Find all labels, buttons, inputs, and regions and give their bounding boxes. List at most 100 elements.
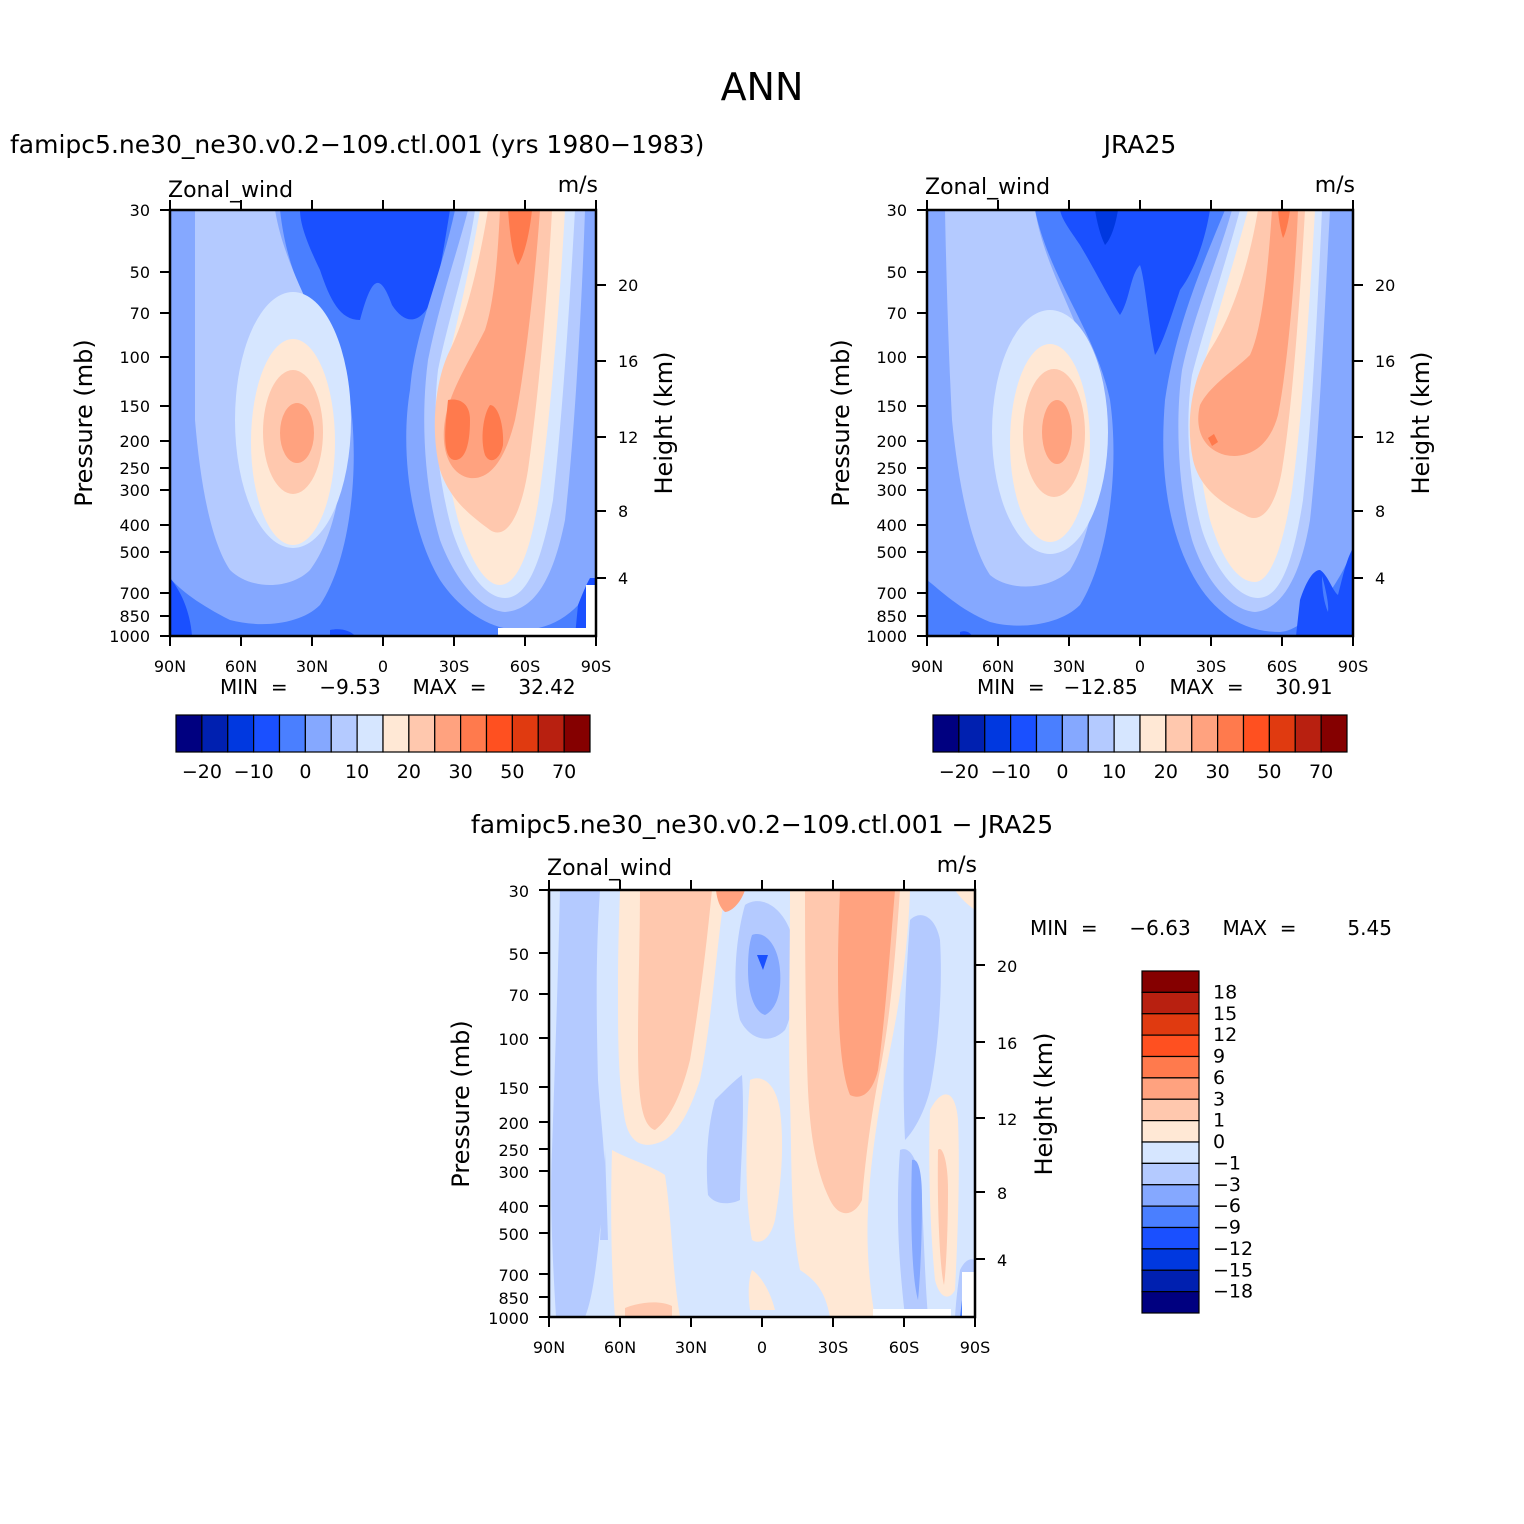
colorbar-label: 15 — [1213, 1003, 1237, 1025]
pressure-tick: 70 — [509, 986, 529, 1005]
colorbar-label: 10 — [1102, 761, 1126, 783]
contour-fill-model — [170, 210, 596, 636]
panel-model-variable: Zonal_wind — [168, 178, 293, 203]
colorbar-obs: −20 −10 0 10 20 30 50 70 — [932, 714, 1348, 783]
colorbar-swatch — [1141, 1162, 1200, 1186]
colorbar-swatch — [408, 714, 436, 753]
colorbar-swatch — [460, 714, 488, 753]
colorbar-label: 70 — [1309, 761, 1333, 783]
colorbar-swatch — [1294, 714, 1322, 753]
colorbar-swatch — [1217, 714, 1245, 753]
pressure-tick: 70 — [130, 304, 150, 323]
lat-tick: 60S — [1267, 657, 1298, 676]
colorbar-label: 0 — [1213, 1131, 1225, 1153]
pressure-tick: 1000 — [866, 627, 907, 646]
pressure-tick: 200 — [119, 432, 150, 451]
lat-tick: 90S — [960, 1338, 991, 1357]
pressure-tick: 1000 — [488, 1309, 529, 1328]
pressure-tick: 500 — [119, 543, 150, 562]
height-tick: 16 — [1375, 352, 1395, 371]
y-axis-height-obs: 20 16 12 8 4 — [1353, 276, 1395, 588]
colorbar-label: 6 — [1213, 1067, 1225, 1089]
panel-diff-units: m/s — [937, 853, 977, 878]
colorbar-label: 20 — [1154, 761, 1178, 783]
pressure-tick: 70 — [887, 304, 907, 323]
pressure-tick: 700 — [876, 584, 907, 603]
colorbar-model: −20 −10 0 10 20 30 50 70 — [175, 714, 591, 783]
pressure-tick: 300 — [498, 1163, 529, 1182]
colorbar-swatch — [537, 714, 565, 753]
pressure-tick: 150 — [119, 397, 150, 416]
panel-diff-title: famipc5.ne30_ne30.v0.2−109.ctl.001 − JRA… — [471, 810, 1053, 839]
pressure-tick: 250 — [876, 459, 907, 478]
panel-model: famipc5.ne30_ne30.v0.2−109.ctl.001 (yrs … — [10, 130, 704, 783]
colorbar-swatch — [1141, 1205, 1200, 1229]
panel-model-title: famipc5.ne30_ne30.v0.2−109.ctl.001 (yrs … — [10, 130, 704, 159]
lat-tick: 30S — [1196, 657, 1227, 676]
colorbar-swatch — [932, 714, 960, 753]
pressure-tick: 30 — [130, 201, 150, 220]
colorbar-label: −12 — [1213, 1238, 1253, 1260]
lat-tick: 60S — [510, 657, 541, 676]
colorbar-swatch — [1141, 1098, 1200, 1122]
pressure-tick: 250 — [498, 1141, 529, 1160]
lat-tick: 30N — [296, 657, 328, 676]
lat-tick: 60N — [604, 1338, 636, 1357]
colorbar-swatch — [1061, 714, 1089, 753]
panel-model-units: m/s — [558, 173, 598, 198]
colorbar-label: 3 — [1213, 1088, 1225, 1110]
colorbar-label: −15 — [1213, 1259, 1253, 1281]
lat-tick: 0 — [378, 657, 388, 676]
colorbar-swatch — [1191, 714, 1219, 753]
colorbar-swatch — [382, 714, 410, 753]
colorbar-swatch — [958, 714, 986, 753]
colorbar-label: −20 — [939, 761, 979, 783]
colorbar-swatch — [1165, 714, 1193, 753]
pressure-tick: 850 — [876, 607, 907, 626]
colorbar-swatch — [984, 714, 1012, 753]
pressure-tick: 400 — [119, 516, 150, 535]
height-tick: 4 — [1375, 569, 1385, 588]
colorbar-swatch — [563, 714, 591, 753]
colorbar-swatch — [1141, 1291, 1200, 1314]
pressure-tick: 300 — [876, 481, 907, 500]
colorbar-label: −9 — [1213, 1217, 1241, 1239]
colorbar-swatch — [330, 714, 358, 753]
y-axis-label-left: Pressure (mb) — [827, 339, 855, 506]
height-tick: 8 — [618, 502, 628, 521]
pressure-tick: 850 — [119, 607, 150, 626]
height-tick: 20 — [1375, 276, 1395, 295]
y-axis-label-left: Pressure (mb) — [447, 1020, 475, 1187]
colorbar-label: 0 — [299, 761, 311, 783]
colorbar-label: 50 — [500, 761, 524, 783]
pressure-tick: 30 — [887, 201, 907, 220]
colorbar-swatch — [1113, 714, 1141, 753]
height-tick: 12 — [618, 428, 638, 447]
pressure-tick: 200 — [876, 432, 907, 451]
colorbar-swatch — [1141, 1055, 1200, 1079]
panel-diff: famipc5.ne30_ne30.v0.2−109.ctl.001 − JRA… — [447, 810, 1392, 1357]
y-axis-label-left: Pressure (mb) — [70, 339, 98, 506]
colorbar-label: 30 — [1206, 761, 1230, 783]
colorbar-swatch — [1141, 1141, 1200, 1164]
lat-tick: 0 — [1135, 657, 1145, 676]
panel-diff-variable: Zonal_wind — [547, 856, 672, 881]
lat-tick: 0 — [757, 1338, 767, 1357]
pressure-tick: 150 — [876, 397, 907, 416]
y-axis-height-diff: 20 16 12 8 4 — [975, 957, 1017, 1270]
panel-diff-stats: MIN = −6.63 MAX = 5.45 — [1030, 916, 1392, 940]
colorbar-label: −18 — [1213, 1281, 1253, 1303]
contour-fill-diff — [549, 890, 975, 1317]
pressure-tick: 30 — [509, 882, 529, 901]
pressure-tick: 100 — [119, 348, 150, 367]
colorbar-swatch — [1141, 1269, 1200, 1293]
pressure-tick: 200 — [498, 1114, 529, 1133]
colorbar-swatch — [1139, 714, 1167, 753]
colorbar-swatch — [1010, 714, 1038, 753]
pressure-tick: 300 — [119, 481, 150, 500]
colorbar-label: −3 — [1213, 1174, 1241, 1196]
lat-tick: 60N — [982, 657, 1014, 676]
colorbar-label: −6 — [1213, 1195, 1241, 1217]
height-tick: 8 — [997, 1184, 1007, 1203]
